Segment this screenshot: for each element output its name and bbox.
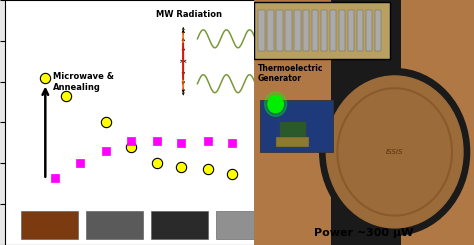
FancyBboxPatch shape xyxy=(86,211,143,239)
FancyBboxPatch shape xyxy=(330,10,337,51)
Point xyxy=(62,94,69,98)
Circle shape xyxy=(264,92,287,116)
Point xyxy=(177,165,185,169)
FancyBboxPatch shape xyxy=(258,10,264,51)
FancyBboxPatch shape xyxy=(280,122,307,142)
FancyBboxPatch shape xyxy=(365,10,372,51)
FancyBboxPatch shape xyxy=(312,10,319,51)
Point xyxy=(228,141,236,145)
FancyBboxPatch shape xyxy=(357,10,364,51)
Circle shape xyxy=(268,96,283,113)
Point xyxy=(127,145,134,149)
Circle shape xyxy=(319,69,470,235)
Point xyxy=(42,76,49,80)
FancyBboxPatch shape xyxy=(151,211,208,239)
Text: Thermoelectric
Generator: Thermoelectric Generator xyxy=(258,64,323,83)
FancyBboxPatch shape xyxy=(285,10,292,51)
Point xyxy=(177,141,185,145)
Point xyxy=(102,121,110,124)
Text: Power ~300 μW: Power ~300 μW xyxy=(314,228,413,238)
Point xyxy=(102,149,110,153)
Point xyxy=(153,161,161,165)
FancyBboxPatch shape xyxy=(331,0,401,245)
Text: Microwave &
Annealing: Microwave & Annealing xyxy=(54,73,114,92)
Point xyxy=(127,139,134,143)
FancyBboxPatch shape xyxy=(267,10,273,51)
FancyBboxPatch shape xyxy=(374,10,381,51)
FancyBboxPatch shape xyxy=(339,10,346,51)
Text: ISSIS: ISSIS xyxy=(386,149,403,155)
FancyBboxPatch shape xyxy=(254,0,474,245)
Point xyxy=(228,172,236,175)
FancyBboxPatch shape xyxy=(294,10,301,51)
FancyBboxPatch shape xyxy=(254,2,390,59)
Point xyxy=(153,139,161,143)
Circle shape xyxy=(326,76,463,228)
FancyBboxPatch shape xyxy=(276,10,283,51)
FancyBboxPatch shape xyxy=(321,10,328,51)
FancyBboxPatch shape xyxy=(216,211,273,239)
Text: MW Radiation: MW Radiation xyxy=(156,10,222,19)
Point xyxy=(204,139,211,143)
FancyBboxPatch shape xyxy=(348,10,355,51)
FancyBboxPatch shape xyxy=(21,211,78,239)
FancyBboxPatch shape xyxy=(276,137,309,147)
Point xyxy=(204,168,211,172)
FancyBboxPatch shape xyxy=(260,100,333,152)
Point xyxy=(52,176,59,180)
FancyBboxPatch shape xyxy=(303,10,310,51)
Point xyxy=(76,161,83,165)
